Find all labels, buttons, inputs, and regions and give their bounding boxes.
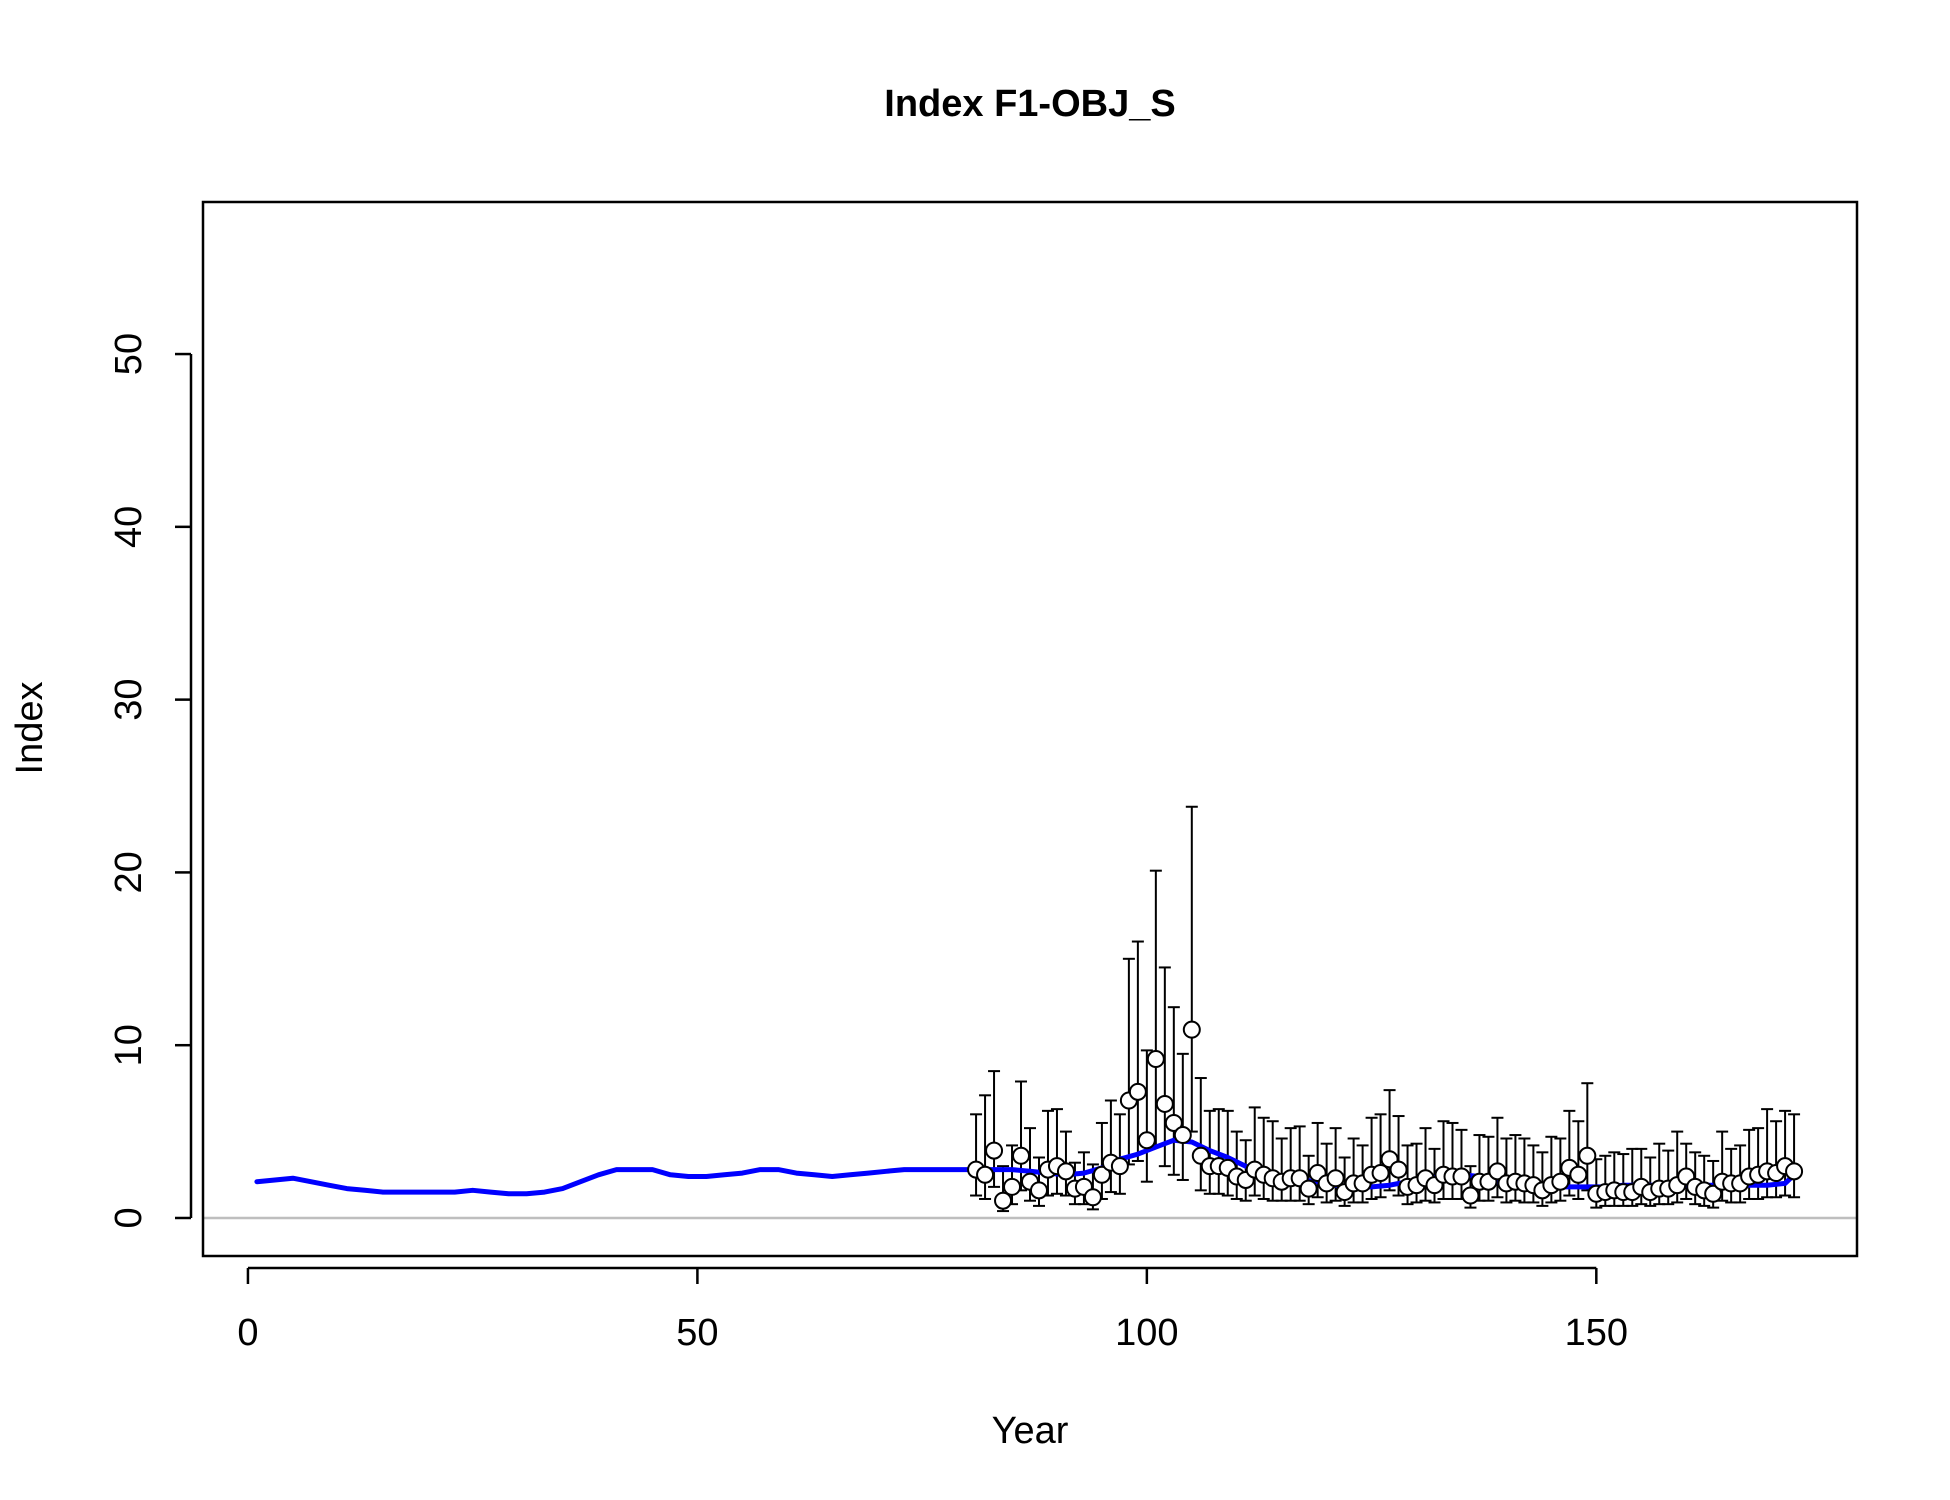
observed-point: [1110, 1157, 1129, 1176]
observed-points-layer: [967, 1020, 1804, 1210]
observed-point: [1578, 1146, 1597, 1165]
plot-frame: [201, 200, 1859, 1258]
observed-point: [976, 1165, 995, 1184]
error-bar: [1185, 805, 1198, 1133]
error-bar: [1419, 1127, 1432, 1202]
observed-point: [1452, 1167, 1471, 1186]
y-tick-label: 20: [108, 851, 150, 893]
y-tick-label: 10: [108, 1024, 150, 1066]
observed-point: [1461, 1186, 1480, 1205]
error-bar: [1239, 1139, 1252, 1202]
observed-point: [1569, 1165, 1588, 1184]
observed-point: [1083, 1188, 1102, 1207]
y-tick-label: 50: [108, 333, 150, 375]
error-bar: [1383, 1089, 1396, 1192]
observed-point: [1551, 1172, 1570, 1191]
observed-point: [1056, 1162, 1075, 1181]
error-bar: [1167, 1006, 1180, 1176]
error-bar: [1311, 1121, 1324, 1199]
error-bar: [1446, 1121, 1459, 1200]
observed-point: [1137, 1131, 1156, 1150]
observed-point: [994, 1191, 1013, 1210]
observed-point: [1092, 1165, 1111, 1184]
observed-point: [1128, 1082, 1147, 1101]
y-tick-label: 0: [108, 1207, 150, 1228]
observed-point: [1704, 1184, 1723, 1203]
y-axis: 0 10 20 30 40 50: [108, 333, 193, 1229]
error-bar: [1230, 1130, 1243, 1200]
observed-point: [1173, 1126, 1192, 1145]
observed-point: [1785, 1162, 1804, 1181]
error-bar: [1194, 1077, 1207, 1192]
y-axis-label: Index: [9, 682, 51, 775]
observed-point: [1003, 1177, 1022, 1196]
observed-point: [1029, 1181, 1048, 1200]
x-axis-label: Year: [992, 1410, 1069, 1452]
error-bar: [1158, 966, 1171, 1168]
x-tick-label: 0: [237, 1312, 258, 1354]
observed-point: [1371, 1164, 1390, 1183]
observed-point: [1182, 1020, 1201, 1039]
error-bar: [1131, 940, 1144, 1162]
error-bar: [1248, 1106, 1261, 1197]
x-tick-label: 100: [1115, 1312, 1178, 1354]
error-bar: [1329, 1127, 1342, 1202]
observed-point: [1389, 1160, 1408, 1179]
observed-point: [1155, 1094, 1174, 1113]
error-bar: [1122, 957, 1135, 1166]
error-bar: [1015, 1080, 1028, 1192]
error-bar: [970, 1113, 983, 1197]
x-axis: 0 50 100 150: [237, 1266, 1628, 1354]
y-tick-label: 30: [108, 678, 150, 720]
x-tick-label: 150: [1565, 1312, 1628, 1354]
observed-point: [1299, 1179, 1318, 1198]
error-bar: [1275, 1137, 1288, 1202]
observed-point: [1164, 1113, 1183, 1132]
error-bar: [1050, 1108, 1063, 1195]
observed-point: [1146, 1050, 1165, 1069]
error-bar: [1752, 1127, 1765, 1200]
observed-point: [985, 1141, 1004, 1160]
chart-title: Index F1-OBJ_S: [884, 83, 1175, 125]
error-bar: [1788, 1113, 1801, 1199]
error-bar: [1176, 1052, 1189, 1181]
error-bar: [1374, 1113, 1387, 1199]
error-bar: [1356, 1144, 1369, 1204]
error-bar: [1257, 1116, 1270, 1200]
y-tick-label: 40: [108, 506, 150, 548]
error-bar: [1104, 1099, 1117, 1194]
x-tick-label: 50: [676, 1312, 718, 1354]
observed-point: [1012, 1146, 1031, 1165]
error-bar: [1113, 1113, 1126, 1195]
error-bar: [1734, 1144, 1747, 1204]
observed-point: [1326, 1169, 1345, 1188]
error-bar: [1518, 1137, 1531, 1204]
observed-point: [1488, 1162, 1507, 1181]
error-bar: [1140, 1049, 1153, 1183]
error-bars-layer: [970, 805, 1801, 1213]
error-bar: [1221, 1109, 1234, 1197]
